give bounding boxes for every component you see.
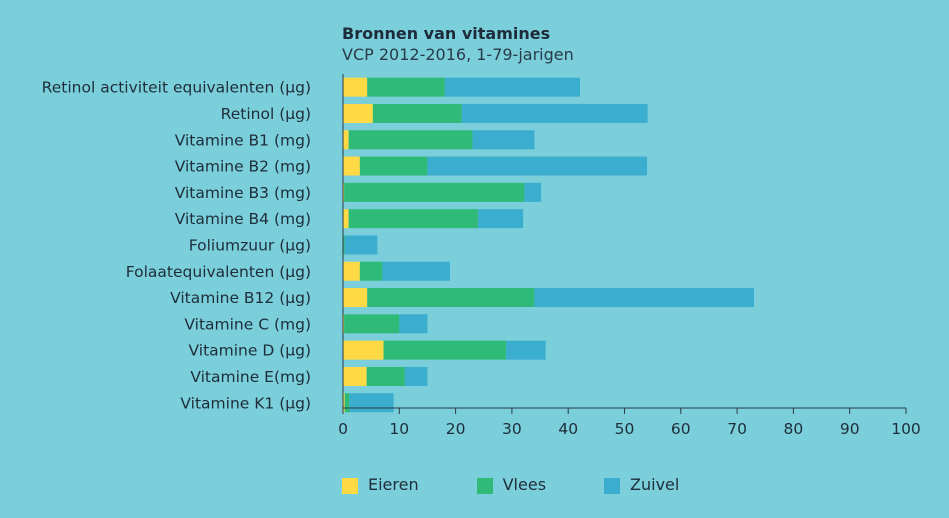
legend-swatch	[604, 478, 621, 494]
bar-zuivel-6	[344, 235, 378, 255]
bar-eieren-9	[343, 314, 345, 334]
bar-eieren-7	[343, 261, 360, 281]
bar-vlees-8	[367, 288, 535, 308]
legend-item-eieren: Eieren	[342, 474, 419, 494]
category-label: Folaatequivalenten (µg)	[126, 263, 311, 281]
x-tick-label: 90	[840, 420, 860, 438]
bar-vlees-4	[344, 182, 525, 202]
bar-zuivel-12	[349, 393, 394, 413]
bars-group	[343, 77, 754, 413]
category-label: Vitamine B1 (mg)	[175, 131, 311, 149]
category-label: Vitamine K1 (µg)	[180, 394, 311, 412]
bar-vlees-7	[359, 261, 383, 281]
category-label: Retinol activiteit equivalenten (µg)	[42, 79, 311, 97]
bar-vlees-12	[344, 393, 350, 413]
legend-item-vlees: Vlees	[476, 474, 547, 494]
bar-zuivel-5	[478, 209, 524, 229]
x-tick-label: 40	[558, 420, 578, 438]
bar-eieren-8	[343, 288, 368, 308]
category-label: Vitamine B3 (mg)	[175, 184, 311, 202]
bar-zuivel-1	[461, 103, 648, 123]
bar-zuivel-7	[382, 261, 450, 281]
bar-eieren-10	[343, 340, 384, 360]
bar-eieren-4	[343, 182, 345, 202]
bar-vlees-9	[344, 314, 400, 334]
x-tick-label: 60	[671, 420, 691, 438]
bar-vlees-5	[348, 209, 479, 229]
x-tick-label: 10	[389, 420, 409, 438]
legend-label: Vlees	[502, 474, 547, 494]
chart-title: Bronnen van vitamines	[342, 24, 551, 43]
category-label: Foliumzuur (µg)	[189, 236, 311, 254]
bar-zuivel-11	[404, 366, 428, 386]
bar-vlees-1	[372, 103, 462, 123]
bar-vlees-11	[366, 366, 405, 386]
legend-label: Eieren	[368, 474, 419, 494]
x-tick-label: 30	[502, 420, 522, 438]
bar-vlees-0	[367, 77, 445, 97]
category-label: Vitamine B2 (mg)	[175, 158, 311, 176]
bar-eieren-1	[343, 103, 373, 123]
bar-zuivel-8	[534, 288, 754, 308]
legend-swatch	[476, 478, 493, 494]
x-tick-label: 70	[727, 420, 747, 438]
bar-zuivel-4	[524, 182, 542, 202]
bar-eieren-0	[343, 77, 368, 97]
bar-zuivel-3	[427, 156, 648, 176]
bar-vlees-3	[359, 156, 428, 176]
bar-vlees-6	[343, 235, 345, 255]
category-labels: Retinol activiteit equivalenten (µg) Reti…	[42, 79, 311, 413]
legend-item-zuivel: Zuivel	[604, 474, 679, 494]
bar-eieren-12	[343, 393, 345, 413]
bar-eieren-3	[343, 156, 360, 176]
x-tick-label: 50	[615, 420, 635, 438]
legend-label: Zuivel	[630, 474, 680, 494]
category-label: Vitamine D (µg)	[189, 342, 312, 360]
bar-vlees-10	[383, 340, 507, 360]
x-tick-label: 20	[446, 420, 466, 438]
x-tick-label: 80	[784, 420, 804, 438]
legend-swatch	[342, 478, 358, 494]
category-label: Vitamine C (mg)	[184, 315, 311, 333]
bar-zuivel-10	[506, 340, 546, 360]
bar-eieren-2	[343, 130, 349, 150]
bar-zuivel-2	[472, 130, 535, 150]
x-tick-label: 100	[891, 420, 921, 438]
legend: Eieren Vlees Zuivel	[342, 474, 737, 494]
category-label: Retinol (µg)	[221, 105, 311, 123]
x-tick-label: 0	[338, 420, 348, 438]
bar-vlees-2	[348, 130, 473, 150]
category-label: Vitamine B12 (µg)	[170, 289, 311, 307]
bar-eieren-5	[343, 209, 349, 229]
chart-subtitle: VCP 2012-2016, 1-79-jarigen	[342, 45, 574, 64]
x-axis: 0 10 20 30 40 50 60 70 80 90 100	[338, 74, 921, 438]
category-label: Vitamine E(mg)	[190, 368, 311, 386]
bar-zuivel-9	[399, 314, 428, 334]
category-label: Vitamine B4 (mg)	[175, 210, 311, 228]
bar-zuivel-0	[444, 77, 581, 97]
bar-eieren-11	[343, 366, 367, 386]
